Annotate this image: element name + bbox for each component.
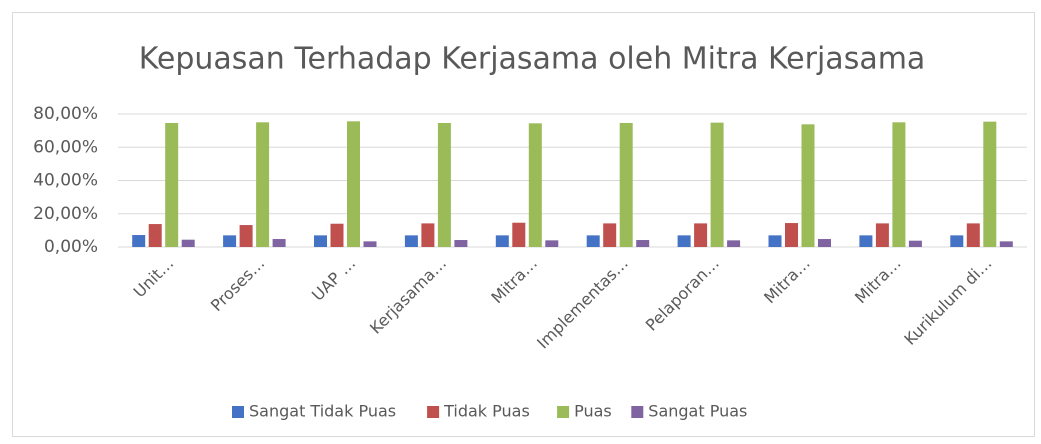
bar (586, 235, 600, 247)
bar (908, 240, 922, 247)
bar (495, 235, 509, 247)
bar (181, 239, 195, 247)
bar (528, 123, 542, 247)
bar (454, 240, 468, 247)
legend-label: Tidak Puas (443, 402, 530, 421)
bar (165, 122, 179, 247)
bar (694, 223, 708, 247)
bar (983, 121, 997, 247)
bar (239, 225, 253, 247)
y-tick-label: 80,00% (33, 104, 98, 124)
legend-swatch (557, 406, 570, 418)
bar (875, 223, 889, 247)
bar (950, 235, 964, 247)
bar (132, 235, 146, 247)
chart-title: Kepuasan Terhadap Kerjasama oleh Mitra K… (139, 42, 926, 77)
bar (363, 241, 377, 247)
y-tick-label: 60,00% (33, 137, 98, 157)
bar (148, 224, 162, 247)
bar (545, 240, 559, 247)
bar (619, 122, 633, 247)
bar (314, 235, 327, 247)
bar (966, 223, 980, 247)
bar (785, 223, 798, 247)
bar (801, 124, 815, 247)
legend-label: Sangat Puas (648, 402, 747, 421)
bar (256, 122, 270, 247)
bar (636, 240, 650, 247)
legend-label: Sangat Tidak Puas (249, 402, 396, 421)
bar (677, 235, 691, 247)
legend-swatch (232, 406, 244, 418)
bar (859, 235, 873, 247)
bar (603, 223, 617, 247)
bar (347, 121, 360, 247)
bar (818, 239, 831, 247)
y-tick-label: 20,00% (33, 204, 98, 224)
bar (999, 241, 1013, 247)
bar (768, 235, 782, 247)
bar (512, 222, 526, 247)
bar (223, 235, 237, 247)
legend-label: Puas (574, 402, 612, 421)
bar (710, 122, 724, 247)
bar (892, 122, 906, 247)
y-tick-label: 0,00% (44, 237, 98, 257)
bar (437, 122, 451, 247)
bar (421, 223, 435, 247)
bar (727, 240, 741, 247)
y-tick-label: 40,00% (33, 171, 98, 191)
bar (404, 235, 418, 247)
bar (272, 239, 286, 247)
legend-swatch (631, 406, 644, 418)
legend-swatch (427, 406, 440, 418)
bar (330, 223, 344, 247)
